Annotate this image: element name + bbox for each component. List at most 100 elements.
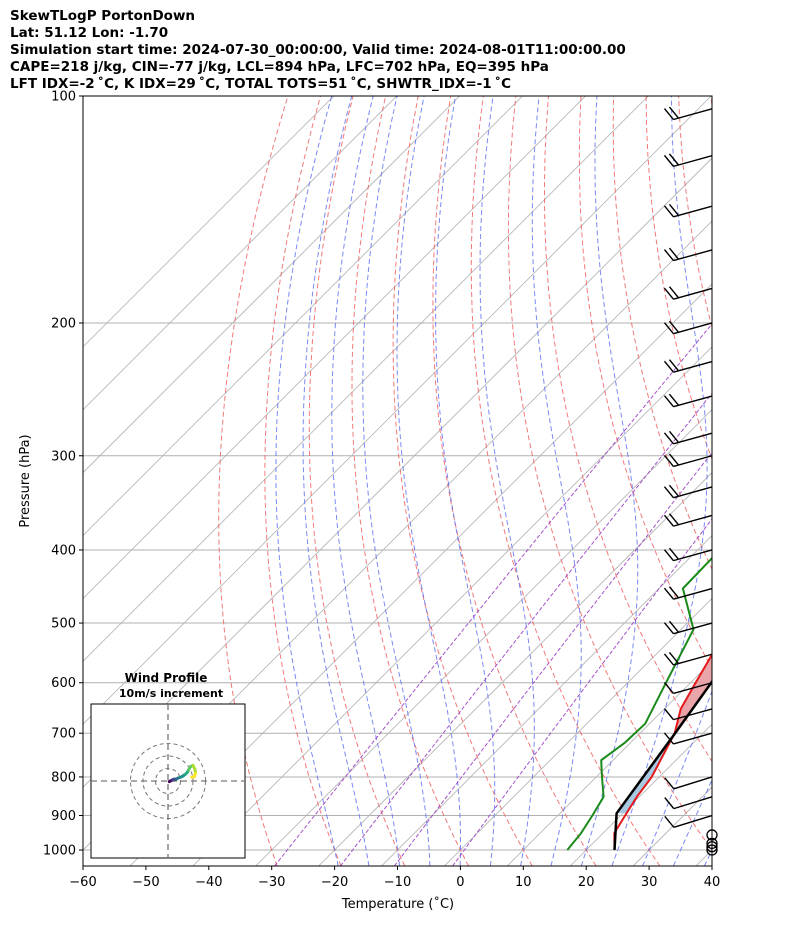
moist-adiabat xyxy=(479,96,535,866)
barb-feather xyxy=(664,797,675,810)
barb-staff xyxy=(673,287,713,300)
barb-staff xyxy=(673,732,713,745)
barb-staff xyxy=(673,708,713,721)
barb-feather xyxy=(663,108,674,120)
barb-staff xyxy=(673,108,713,121)
barb-feather xyxy=(668,430,679,443)
barb-staff xyxy=(673,360,713,373)
barb-feather xyxy=(668,513,679,526)
barb-feather xyxy=(663,287,674,300)
barb-feather xyxy=(663,249,674,262)
dry-adiabat xyxy=(645,96,712,461)
moist-adiabat xyxy=(531,96,582,866)
hodograph-segment xyxy=(190,775,196,779)
wind-barb xyxy=(663,681,713,695)
dewpoint-line xyxy=(566,556,712,851)
dry-adiabat xyxy=(392,96,533,866)
mixing-ratio-line xyxy=(393,451,712,866)
barb-feather xyxy=(663,681,674,694)
dry-adiabat xyxy=(507,96,712,851)
x-tick-label: 40 xyxy=(704,875,721,890)
x-tick-label: −60 xyxy=(69,875,96,890)
profile-lines xyxy=(566,556,712,851)
isotherm-line xyxy=(381,534,712,866)
barb-feather xyxy=(668,203,679,216)
isotherm-line xyxy=(83,96,460,474)
barb-feather xyxy=(668,106,679,119)
hodograph: Wind Profile 10m/s increment xyxy=(90,671,246,859)
time-line: Simulation start time: 2024-07-30_00:00:… xyxy=(10,42,626,58)
isotherm-line xyxy=(83,96,398,411)
cape-line: CAPE=218 j/kg, CIN=-77 j/kg, LCL=894 hPa… xyxy=(10,59,549,75)
barb-feather xyxy=(663,322,674,335)
barb-staff xyxy=(673,549,713,562)
dry-adiabat xyxy=(351,96,470,866)
wind-barb xyxy=(664,814,713,829)
isotherm-line xyxy=(695,849,712,866)
isotherm-line xyxy=(83,96,649,662)
wind-barb xyxy=(663,732,713,745)
wind-barb xyxy=(663,286,713,300)
barb-staff xyxy=(673,155,713,168)
wind-barb xyxy=(663,359,713,373)
wind-barb xyxy=(663,247,713,262)
moist-adiabat xyxy=(275,96,339,866)
barb-staff xyxy=(673,814,713,829)
barb-feather xyxy=(663,395,674,408)
barb-feather xyxy=(664,815,675,828)
temperature-line xyxy=(613,652,712,851)
barb-feather xyxy=(663,154,674,167)
barb-feather xyxy=(663,708,674,721)
x-tick-label: −50 xyxy=(132,875,159,890)
isotherm-line xyxy=(444,597,712,866)
wind-barb xyxy=(663,708,713,721)
isotherm-line xyxy=(83,96,712,725)
wind-barb xyxy=(664,776,713,790)
isotherm-line xyxy=(632,786,712,866)
wind-barb xyxy=(663,320,713,335)
isotherm-line xyxy=(192,346,712,866)
wind-barb xyxy=(664,796,713,810)
barb-feather xyxy=(668,453,679,466)
hodograph-title: Wind Profile xyxy=(125,671,208,685)
y-tick-label: 900 xyxy=(51,809,76,824)
barb-feather xyxy=(663,732,674,745)
barb-feather xyxy=(663,549,674,562)
isotherm-line xyxy=(83,96,586,599)
y-tick-label: 700 xyxy=(51,727,76,742)
barb-staff xyxy=(673,776,713,790)
wind-barb xyxy=(663,430,713,445)
barb-feather xyxy=(668,359,679,372)
cape-fill xyxy=(674,654,712,735)
barb-staff xyxy=(673,587,713,600)
wind-barb xyxy=(663,153,713,168)
barb-staff xyxy=(673,622,713,635)
x-tick-label: −30 xyxy=(258,875,285,890)
moist-adiabat xyxy=(703,848,712,866)
parcel-line xyxy=(613,679,712,851)
isotherm-line xyxy=(507,660,712,866)
barb-feather xyxy=(668,247,679,260)
wind-barb xyxy=(663,547,713,562)
barb-staff xyxy=(673,486,713,499)
hodograph-subtitle: 10m/s increment xyxy=(119,687,223,700)
dry-adiabat xyxy=(578,96,712,670)
barb-feather xyxy=(663,205,674,218)
barb-staff xyxy=(673,395,713,408)
dry-adiabat xyxy=(544,96,712,763)
dry-adiabat xyxy=(678,96,712,330)
x-tick-label: −40 xyxy=(195,875,222,890)
cape-cin-fills xyxy=(616,654,712,814)
x-tick-label: 20 xyxy=(578,875,595,890)
x-tick-label: 0 xyxy=(456,875,464,890)
moist-adiabat xyxy=(580,96,639,866)
wind-barb xyxy=(663,393,713,408)
dry-adiabat xyxy=(264,96,342,866)
dry-adiabat xyxy=(218,96,289,866)
barb-staff xyxy=(673,796,713,810)
y-tick-label: 400 xyxy=(51,543,76,558)
barb-feather xyxy=(668,547,679,560)
barb-feather xyxy=(663,653,674,666)
isotherm-line xyxy=(318,472,712,866)
barb-staff xyxy=(673,653,713,666)
